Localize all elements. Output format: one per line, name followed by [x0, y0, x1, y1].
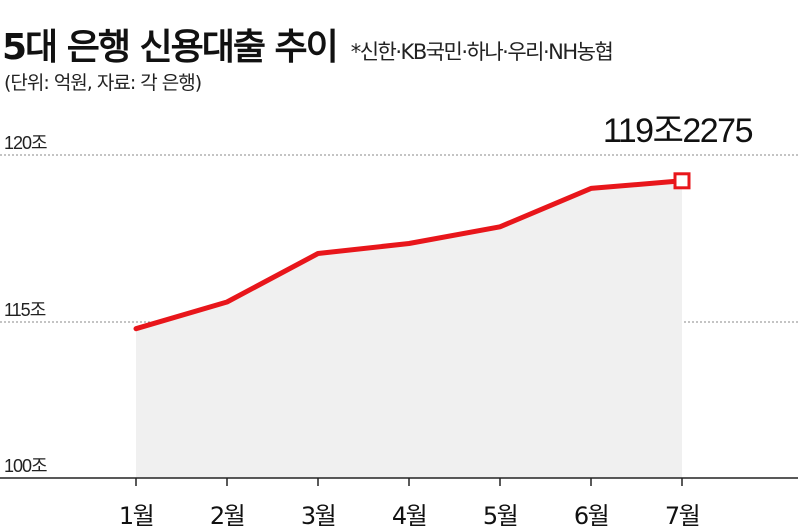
value-annotation: 119조2275 — [603, 112, 753, 150]
x-tick-label: 3월 — [301, 502, 335, 529]
x-tick-layer — [135, 478, 683, 486]
chart-subtitle: *신한·KB국민·하나·우리·NH농협 — [350, 40, 614, 64]
x-tick-label: 7월 — [665, 502, 699, 529]
x-tick-label: 5월 — [483, 502, 517, 529]
x-tick-label: 6월 — [574, 502, 608, 529]
y-tick-label: 100조 — [4, 456, 47, 476]
x-tick-label: 1월 — [119, 502, 153, 529]
x-tick-label: 2월 — [210, 502, 244, 529]
unit-note: (단위: 억원, 자료: 각 은행) — [4, 72, 202, 94]
y-tick-label: 120조 — [4, 133, 47, 153]
x-tick-label: 4월 — [392, 502, 426, 529]
series-line — [133, 178, 685, 332]
end-point-marker — [673, 172, 691, 190]
title-row: 5대 은행 신용대출 추이 *신한·KB국민·하나·우리·NH농협 — [2, 18, 614, 70]
y-tick-layer: 100조 115조 120조 — [4, 133, 48, 476]
y-tick-label: 115조 — [4, 300, 46, 320]
area-fill — [136, 180, 682, 479]
x-label-layer: 1월 2월 3월 4월 5월 6월 7월 — [119, 502, 701, 529]
chart-title: 5대 은행 신용대출 추이 — [2, 27, 339, 68]
